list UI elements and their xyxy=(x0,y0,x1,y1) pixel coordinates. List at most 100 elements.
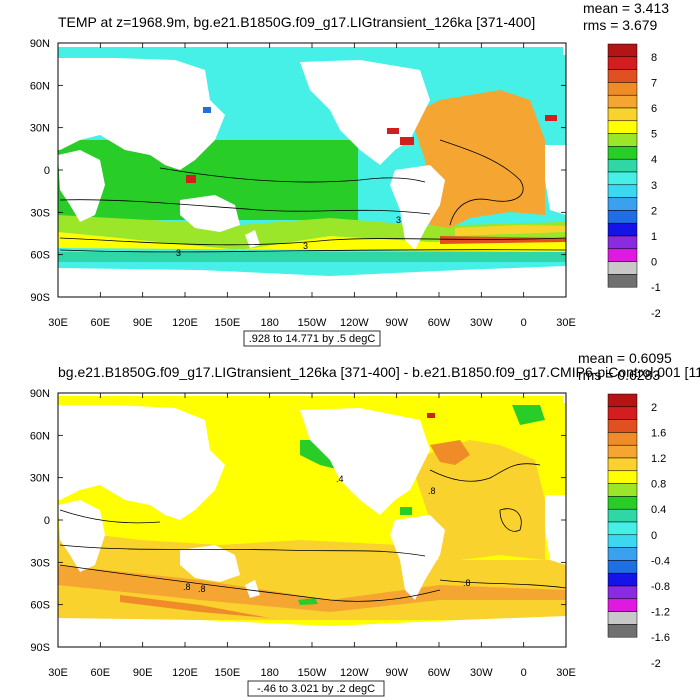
x-tick-label: 150E xyxy=(214,317,240,329)
panel-top: TEMP at z=1968.9m, bg.e21.B1850G.f09_g17… xyxy=(30,0,669,347)
colorbar-swatch xyxy=(607,457,638,472)
colorbar-label: 2 xyxy=(651,402,657,414)
panel-bottom-colorbar: 2 1.6 1.2 0.8 0.4 0 -0.4 -0.8 -1.2 -1.6 -2 xyxy=(607,393,670,670)
contour-line xyxy=(59,564,566,602)
colorbar-swatch xyxy=(607,171,638,186)
colorbar-label: 1.2 xyxy=(651,453,666,465)
y-tick-label: 30S xyxy=(30,207,50,219)
colorbar-swatch xyxy=(607,393,638,408)
ocean-field xyxy=(298,598,318,605)
contour-line xyxy=(59,509,426,557)
colorbar-swatch xyxy=(607,508,638,523)
panel-bottom-info: -.46 to 3.021 by .2 degC xyxy=(257,683,375,695)
contour-label: 3 xyxy=(303,241,308,251)
colorbar-swatch xyxy=(607,94,638,109)
contour-line xyxy=(439,139,524,226)
panel-top-rms: rms = 3.679 xyxy=(583,17,658,33)
contour-label: .8 xyxy=(198,584,206,594)
colorbar-swatch xyxy=(607,261,638,275)
y-tick-label: 90S xyxy=(30,642,50,654)
colorbar-swatch xyxy=(607,248,638,262)
y-tick-label: 60N xyxy=(30,80,50,92)
panel-bottom-title: bg.e21.B1850G.f09_g17.LIGtransient_126ka… xyxy=(58,364,700,380)
colorbar-label: -1 xyxy=(651,282,661,294)
contour-line xyxy=(59,167,431,215)
warm-patch xyxy=(186,175,196,183)
x-tick-label: 120W xyxy=(340,317,369,329)
ocean-field xyxy=(440,236,566,244)
colorbar-swatch xyxy=(607,43,638,58)
land-africa-east xyxy=(58,500,105,572)
land-north-america xyxy=(300,408,430,515)
x-tick-label: 120E xyxy=(172,667,198,679)
contour-label: .8 xyxy=(463,578,471,588)
contour-label: 3 xyxy=(176,248,181,258)
ocean-field xyxy=(400,507,412,515)
ocean-field xyxy=(430,440,470,465)
land-africa xyxy=(545,145,566,215)
colorbar-label: 8 xyxy=(651,52,657,64)
colorbar-swatch xyxy=(607,82,638,96)
colorbar-label: 2 xyxy=(651,205,657,217)
contour-label: 3 xyxy=(396,215,401,225)
y-tick-label: 90N xyxy=(30,38,50,50)
colorbar-swatch xyxy=(607,444,638,459)
land-south-america xyxy=(390,165,445,250)
colorbar-swatch xyxy=(607,521,638,536)
x-tick-label: 60W xyxy=(428,667,451,679)
colorbar-swatch xyxy=(607,406,638,420)
land-australia xyxy=(180,195,240,232)
colorbar-label: -1.2 xyxy=(651,607,670,619)
x-tick-label: 60E xyxy=(91,317,111,329)
x-tick-label: 60E xyxy=(91,667,111,679)
contour-label: .8 xyxy=(428,486,436,496)
x-tick-label: 90E xyxy=(133,667,153,679)
land-south-america xyxy=(390,515,445,600)
colorbar-label: 6 xyxy=(651,103,657,115)
ocean-field xyxy=(120,595,270,618)
x-tick-label: 120W xyxy=(340,667,369,679)
colorbar-swatch xyxy=(607,158,638,173)
ocean-field xyxy=(58,396,563,403)
colorbar-label: -2 xyxy=(651,658,661,670)
x-tick-label: 180 xyxy=(260,317,278,329)
x-tick-label: 150E xyxy=(214,667,240,679)
land-africa xyxy=(545,495,566,565)
colorbar-swatch xyxy=(607,274,638,288)
colorbar-label: -2 xyxy=(651,308,661,320)
y-tick-label: 30N xyxy=(30,473,50,485)
land-africa-east xyxy=(58,150,105,222)
land-australia xyxy=(180,545,240,582)
panel-top-map: 3 3 3 xyxy=(58,43,566,297)
colorbar-swatch xyxy=(607,235,638,250)
ocean-field xyxy=(58,215,566,250)
x-tick-label: 150W xyxy=(298,667,327,679)
y-tick-label: 0 xyxy=(44,165,50,177)
colorbar-swatch xyxy=(607,120,638,134)
warm-patch xyxy=(387,128,399,134)
ocean-field xyxy=(410,90,545,228)
colorbar-swatch xyxy=(607,470,638,484)
contour-label: .4 xyxy=(336,474,344,484)
x-tick-label: 150W xyxy=(298,317,327,329)
land-antarctica xyxy=(58,616,566,630)
colorbar-label: -0.4 xyxy=(651,555,670,567)
panel-top-mean: mean = 3.413 xyxy=(583,0,669,16)
colorbar-label: 1 xyxy=(651,231,657,243)
x-tick-label: 180 xyxy=(260,667,278,679)
panel-bottom: bg.e21.B1850G.f09_g17.LIGtransient_126ka… xyxy=(30,350,700,697)
x-tick-label: 0 xyxy=(521,667,527,679)
x-tick-label: 120E xyxy=(172,317,198,329)
panel-bottom-map: .4 .8 .8 .8 .8 xyxy=(58,393,566,647)
colorbar-label: 5 xyxy=(651,129,657,141)
land-antarctica xyxy=(58,266,566,280)
colorbar-swatch xyxy=(607,611,638,625)
y-tick-label: 90S xyxy=(30,292,50,304)
colorbar-label: -1.6 xyxy=(651,632,670,644)
x-tick-label: 90W xyxy=(385,317,408,329)
panel-bottom-axes: 30E 60E 90E 120E 150E 180 150W 120W 90W 60W 30W 0 30… xyxy=(30,388,576,679)
colorbar-swatch xyxy=(607,210,638,224)
colorbar-swatch xyxy=(607,572,638,587)
warm-patch xyxy=(545,115,557,121)
y-tick-label: 60N xyxy=(30,430,50,442)
